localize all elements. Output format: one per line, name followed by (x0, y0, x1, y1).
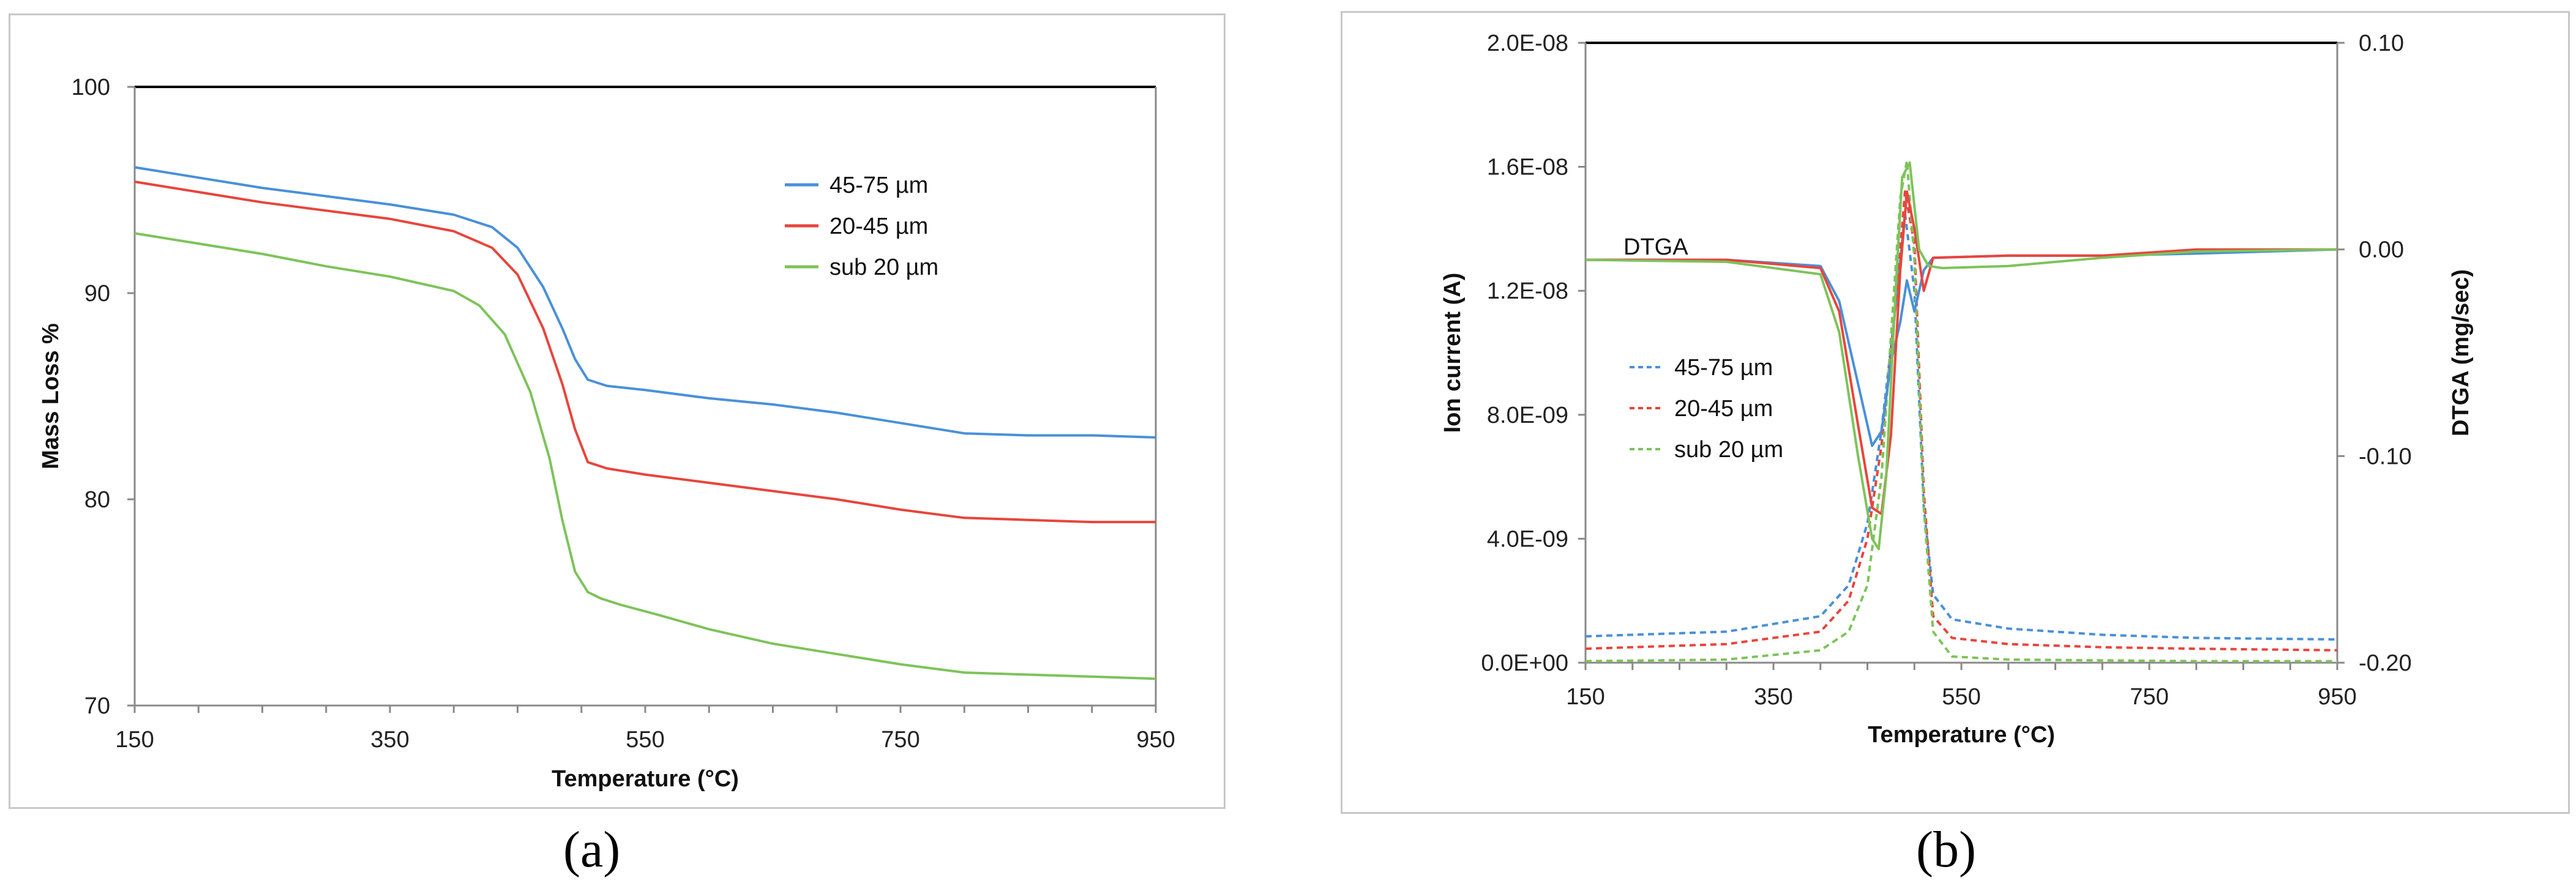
panel-b-y2-tick-label: -0.10 (2359, 444, 2412, 469)
panel-a-y-tick-label: 100 (72, 75, 110, 100)
panel-b-x-tick-label: 350 (1754, 684, 1792, 710)
panel-b-y2-tick-label: 0.00 (2359, 237, 2404, 263)
panel-a-y-tick-label: 90 (84, 281, 110, 307)
panel-a-letter: (a) (563, 821, 621, 878)
panel-b-ion-current-line (1585, 190, 2338, 652)
panel-b-frame (1341, 11, 2570, 814)
panel-a-series-line (134, 181, 1156, 524)
panel-b-legend-label: 20-45 µm (1674, 396, 1773, 422)
panel-b-dtga-line (1586, 190, 2337, 515)
panel-a-x-tick-label: 350 (370, 727, 409, 753)
panel-b-x-tick-label: 750 (2130, 684, 2168, 710)
panel-b-x-tick-label: 150 (1566, 684, 1604, 710)
panel-b-y2-tick-label: -0.20 (2359, 650, 2412, 676)
panel-a-series-line (134, 166, 1156, 439)
panel-b-legend-label: sub 20 µm (1674, 437, 1783, 463)
panel-b-y-tick-label: 4.0E-09 (1487, 526, 1568, 552)
panel-a-y-tick-label: 70 (84, 693, 110, 719)
panel-b-y-tick-label: 8.0E-09 (1487, 403, 1568, 428)
panel-a-x-tick-label: 750 (881, 727, 919, 753)
panel-b-ion-current-line (1585, 159, 2337, 663)
panel-a-x-tick-label: 950 (1136, 727, 1175, 753)
panel-b-y2-tick-label: 0.10 (2359, 31, 2404, 56)
panel-b-legend-label: 45-75 µm (1674, 355, 1773, 381)
panel-b-dtga-line (1585, 161, 2338, 551)
panel-b-y-tick-label: 2.0E-08 (1487, 31, 1568, 56)
panel-a-y-tick-label: 80 (84, 487, 110, 513)
panel-b-ion-current-line (1585, 212, 2338, 641)
panel-a-frame (9, 13, 1226, 809)
panel-b-y2-axis-title: DTGA (mg/sec) (2448, 269, 2474, 436)
panel-b-x-tick-label: 950 (2318, 684, 2356, 710)
panel-b-x-tick-label: 550 (1942, 684, 1980, 710)
panel-a-x-tick-label: 550 (626, 727, 664, 753)
panel-b-y-axis-title: Ion current (A) (1440, 273, 1466, 433)
panel-b-y-tick-label: 1.2E-08 (1487, 278, 1568, 304)
panel-b-y-tick-label: 0.0E+00 (1481, 650, 1568, 676)
panel-a-y-axis-title: Mass Loss % (38, 323, 64, 469)
panel-a-x-axis-title: Temperature (°C) (552, 766, 739, 792)
panel-a-series-line (134, 232, 1156, 680)
panel-b-y-tick-label: 1.6E-08 (1487, 155, 1568, 181)
panel-a-legend-label: sub 20 µm (829, 255, 938, 280)
panel-a-x-tick-label: 150 (115, 727, 154, 753)
panel-a-legend-label: 45-75 µm (829, 173, 928, 198)
panel-a-legend-label: 20-45 µm (829, 214, 928, 239)
panel-b-dtga-annotation: DTGA (1623, 234, 1688, 260)
panel-b-x-axis-title: Temperature (°C) (1868, 722, 2055, 748)
panel-b-letter: (b) (1916, 821, 1976, 878)
